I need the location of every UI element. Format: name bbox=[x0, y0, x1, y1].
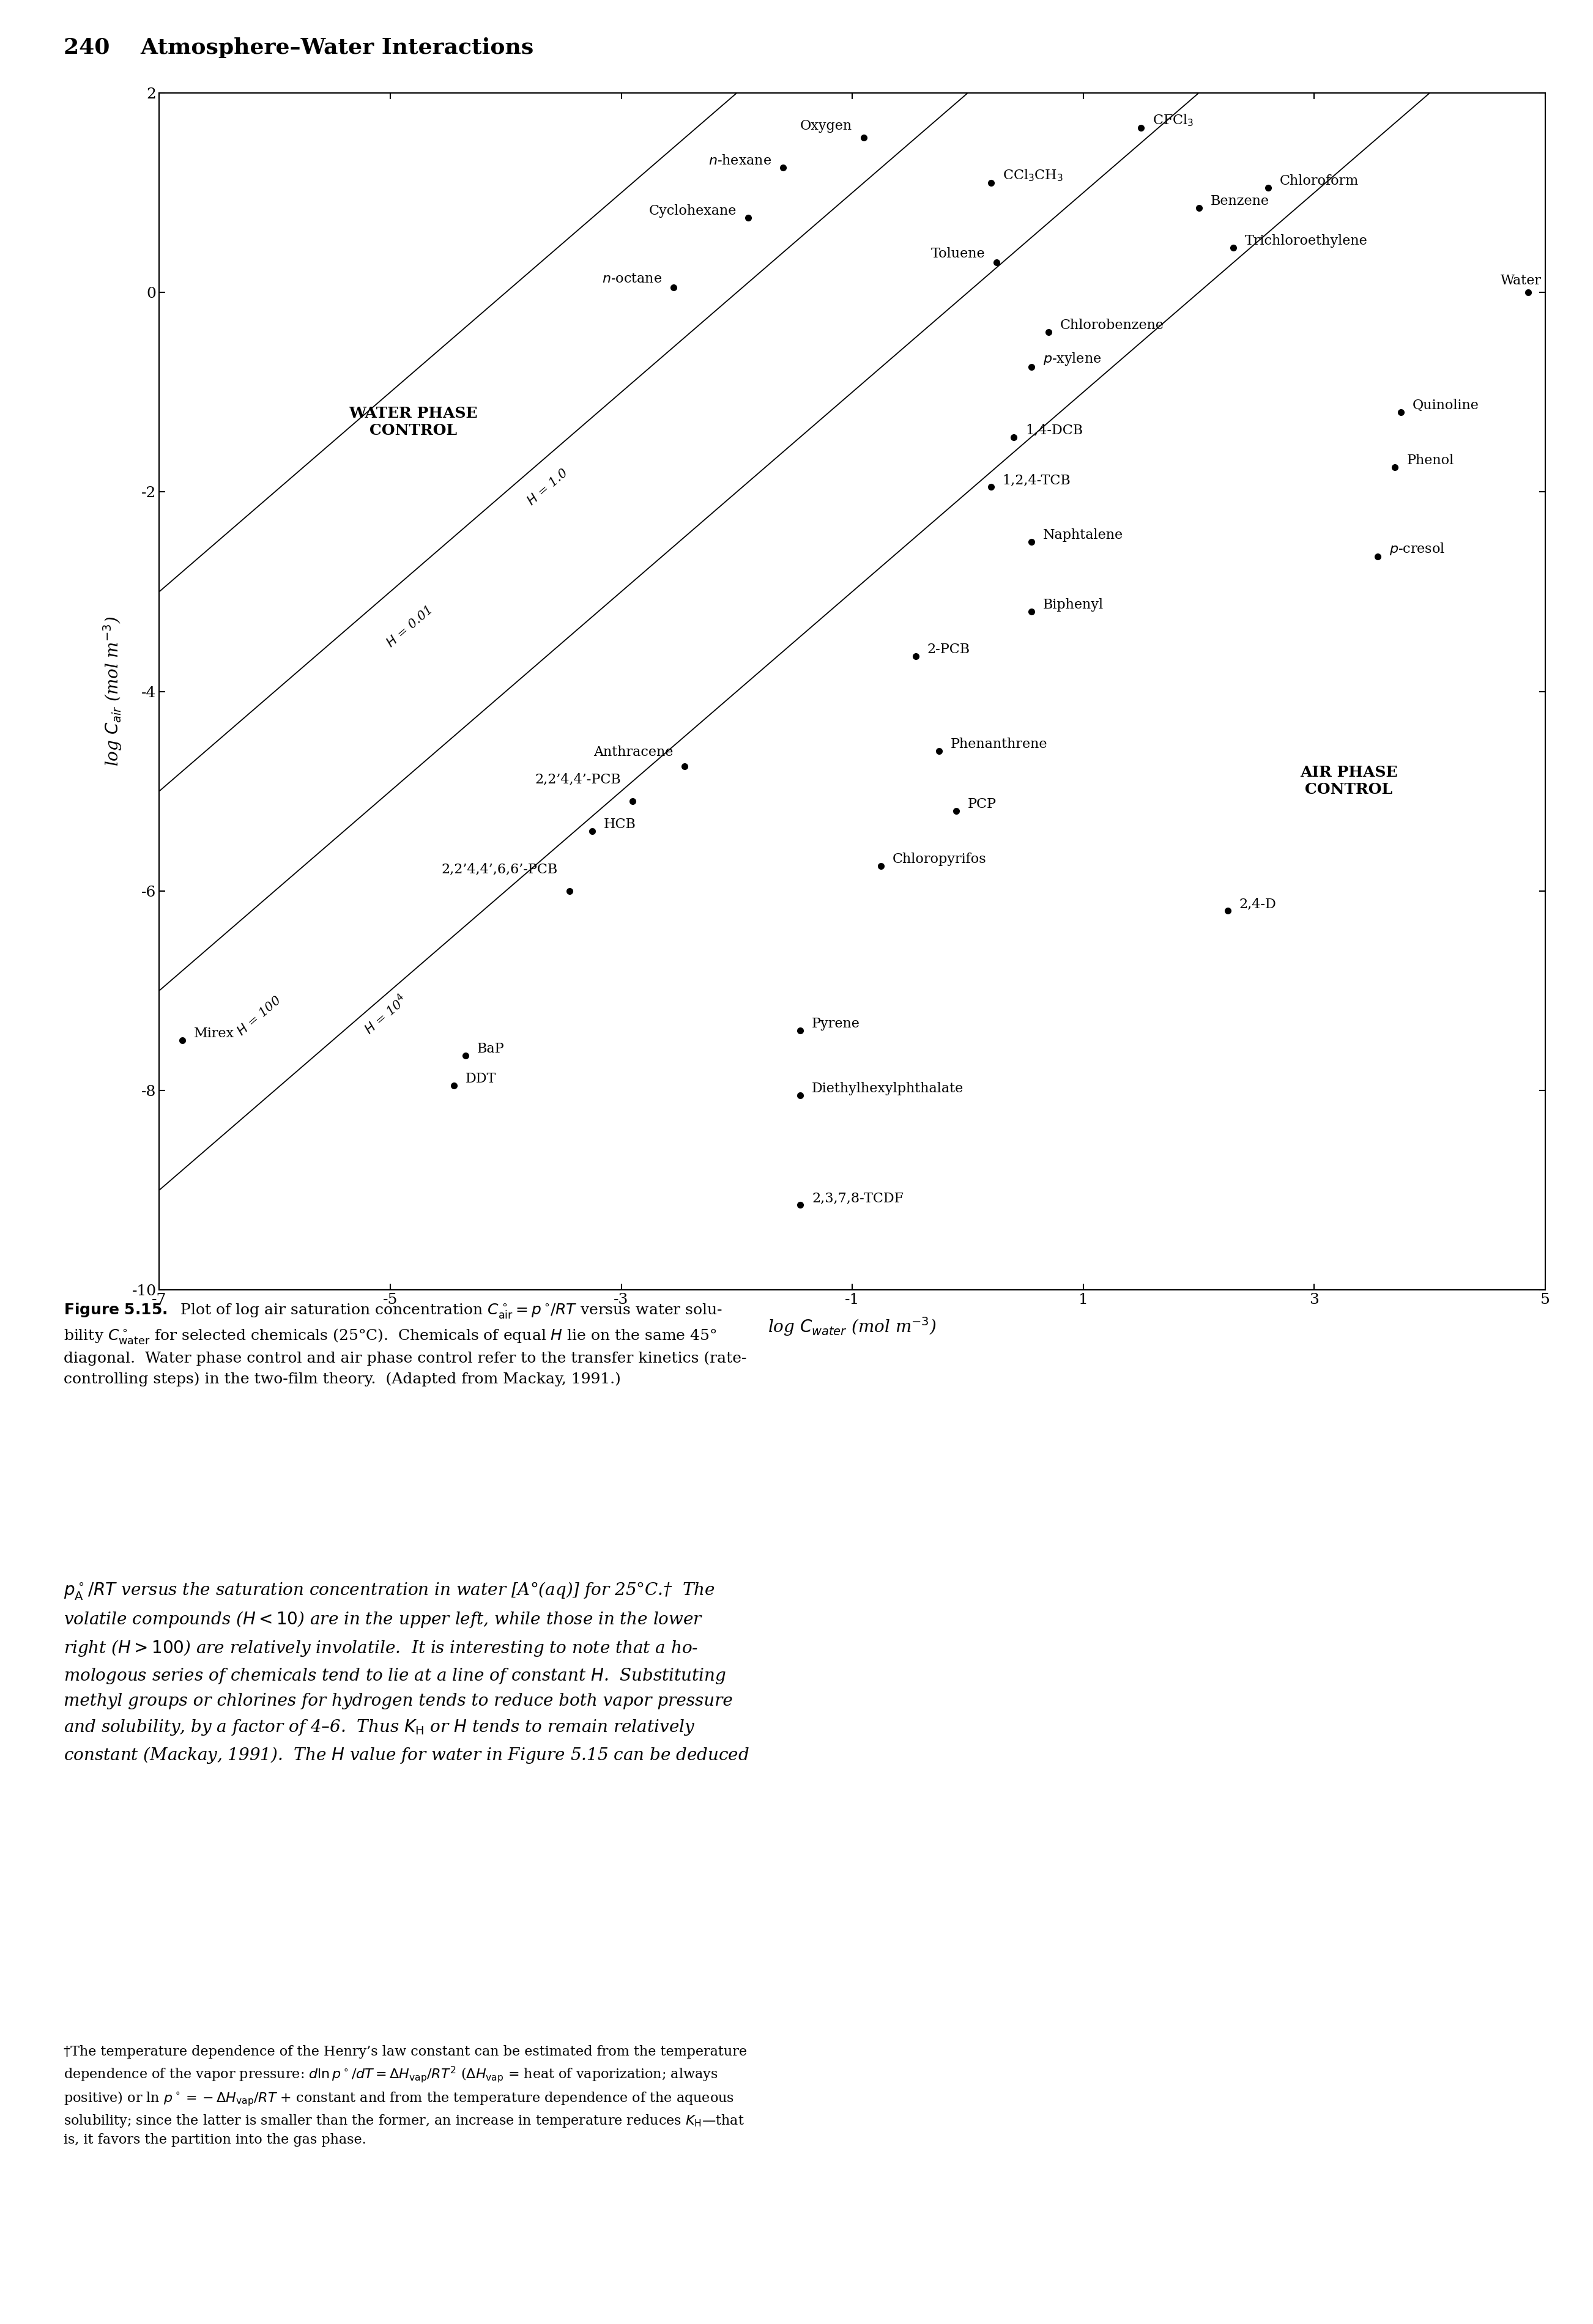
Text: 2,3,7,8-TCDF: 2,3,7,8-TCDF bbox=[812, 1192, 903, 1206]
Text: Toluene: Toluene bbox=[930, 246, 984, 260]
Text: $H$ = 10$^4$: $H$ = 10$^4$ bbox=[362, 992, 409, 1037]
Text: Chloroform: Chloroform bbox=[1279, 174, 1359, 188]
Text: Pyrene: Pyrene bbox=[812, 1018, 860, 1030]
Text: $n$-hexane: $n$-hexane bbox=[709, 153, 771, 167]
Text: Chloropyrifos: Chloropyrifos bbox=[892, 853, 986, 867]
Text: $H$ = 0.01: $H$ = 0.01 bbox=[384, 604, 435, 651]
Text: 240    Atmosphere–Water Interactions: 240 Atmosphere–Water Interactions bbox=[64, 37, 534, 58]
Text: 1,2,4-TCB: 1,2,4-TCB bbox=[1002, 474, 1070, 488]
X-axis label: log $C_{water}$ (mol m$^{-3}$): log $C_{water}$ (mol m$^{-3}$) bbox=[768, 1315, 937, 1336]
Text: Diethylhexylphthalate: Diethylhexylphthalate bbox=[812, 1083, 964, 1095]
Text: $H$ = 1.0: $H$ = 1.0 bbox=[526, 467, 570, 509]
Text: $p^\circ_\mathrm{A}/RT$ versus the saturation concentration in water [A°(aq)] fo: $p^\circ_\mathrm{A}/RT$ versus the satur… bbox=[64, 1580, 750, 1766]
Text: $p$-xylene: $p$-xylene bbox=[1043, 351, 1101, 367]
Text: CFCl$_3$: CFCl$_3$ bbox=[1152, 114, 1193, 128]
Text: Cyclohexane: Cyclohexane bbox=[648, 205, 736, 218]
Text: $p$-cresol: $p$-cresol bbox=[1389, 541, 1445, 558]
Text: Naphtalene: Naphtalene bbox=[1043, 528, 1123, 541]
Text: 1,4-DCB: 1,4-DCB bbox=[1026, 423, 1083, 437]
Y-axis label: log $C_{air}$ (mol m$^{-3}$): log $C_{air}$ (mol m$^{-3}$) bbox=[102, 616, 123, 767]
Text: DDT: DDT bbox=[465, 1071, 495, 1085]
Text: HCB: HCB bbox=[604, 818, 636, 832]
Text: 2,4-D: 2,4-D bbox=[1239, 897, 1276, 911]
Text: CCl$_3$CH$_3$: CCl$_3$CH$_3$ bbox=[1002, 167, 1063, 184]
Text: 2,2’4,4’,6,6’-PCB: 2,2’4,4’,6,6’-PCB bbox=[441, 862, 558, 876]
Text: Quinoline: Quinoline bbox=[1413, 400, 1478, 411]
Text: Anthracene: Anthracene bbox=[594, 746, 674, 760]
Text: BaP: BaP bbox=[476, 1041, 505, 1055]
Text: PCP: PCP bbox=[967, 797, 997, 811]
Text: Water: Water bbox=[1501, 274, 1542, 288]
Text: Chlorobenzene: Chlorobenzene bbox=[1059, 318, 1164, 332]
Text: †The temperature dependence of the Henry’s law constant can be estimated from th: †The temperature dependence of the Henry… bbox=[64, 2045, 747, 2147]
Text: $\mathbf{Figure\ 5.15.}$  Plot of log air saturation concentration $C^\circ_{\ma: $\mathbf{Figure\ 5.15.}$ Plot of log air… bbox=[64, 1301, 747, 1387]
Text: WATER PHASE
CONTROL: WATER PHASE CONTROL bbox=[349, 407, 478, 437]
Text: 2-PCB: 2-PCB bbox=[927, 644, 970, 655]
Text: 2,2’4,4’-PCB: 2,2’4,4’-PCB bbox=[535, 772, 621, 786]
Text: Benzene: Benzene bbox=[1211, 195, 1270, 207]
Text: Trichloroethylene: Trichloroethylene bbox=[1246, 235, 1368, 249]
Text: Phenol: Phenol bbox=[1407, 453, 1454, 467]
Text: Mirex: Mirex bbox=[194, 1027, 234, 1041]
Text: $n$-octane: $n$-octane bbox=[602, 272, 661, 286]
Text: AIR PHASE
CONTROL: AIR PHASE CONTROL bbox=[1300, 765, 1397, 797]
Text: $H$ = 100: $H$ = 100 bbox=[236, 995, 284, 1039]
Text: Oxygen: Oxygen bbox=[800, 119, 852, 132]
Text: Phenanthrene: Phenanthrene bbox=[951, 737, 1047, 751]
Text: Biphenyl: Biphenyl bbox=[1043, 597, 1104, 611]
